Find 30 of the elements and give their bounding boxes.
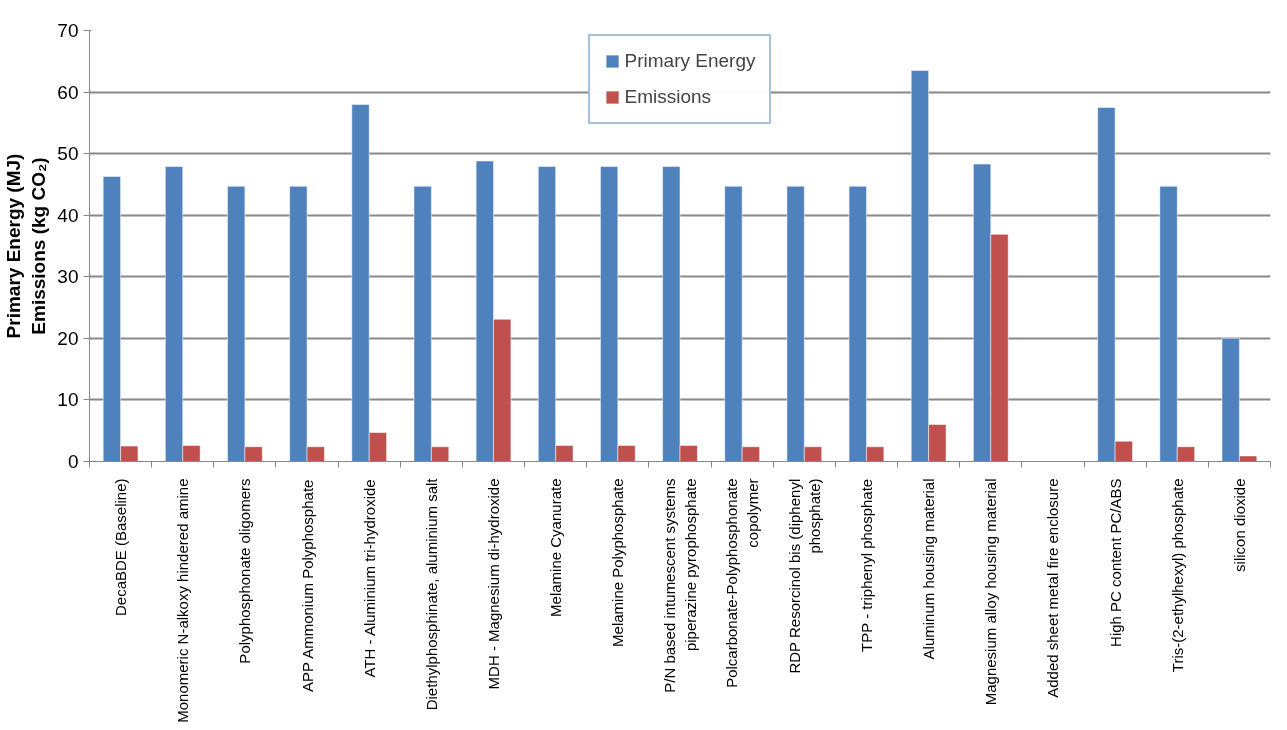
- y-tick-label: 70: [57, 20, 79, 41]
- x-tick-label: ATH - Aluminium tri-hydroxide: [360, 479, 378, 678]
- x-tick-label: Melamine Polyphosphate: [609, 478, 627, 647]
- x-tick-label: Magnesium alloy housing material: [982, 478, 1000, 706]
- x-tick-label: Tris-(2-ethylhexyl) phosphate: [1168, 478, 1186, 673]
- x-tick-label: MDH - Magnesium di-hydroxide: [485, 478, 503, 690]
- y-tick-label: 20: [57, 327, 79, 349]
- legend-label: Primary Energy: [624, 50, 756, 72]
- x-tick-label: Polcarbonate-Polyphosphonate copolymer: [723, 478, 761, 688]
- y-tick-label: 40: [57, 204, 79, 226]
- y-tick-label: 10: [57, 389, 79, 411]
- x-tick-label: Polyphosphonate oligomers: [236, 478, 254, 664]
- y-tick-label: 30: [57, 266, 79, 288]
- x-tick-label: Diethylphosphinate, aluminium salt: [422, 477, 440, 711]
- legend-label: Emissions: [624, 86, 712, 108]
- x-tick-label: P/N based intumescent systems piperazine pyrophosphate: [661, 478, 699, 693]
- x-tick-label: RDP Resorcinol bis (diphenyl phosphate): [785, 478, 824, 674]
- x-tick-label: Aluminum housing material: [920, 478, 938, 660]
- x-tick-label: Added sheet metal fire enclosure: [1044, 478, 1062, 698]
- y-tick-label: 50: [57, 143, 79, 165]
- x-tick-label: APP Ammonium Polyphosphate: [298, 479, 316, 692]
- x-tick-label: Melamine Cyanurate: [547, 478, 565, 617]
- y-tick-label: 60: [57, 81, 79, 103]
- y-axis-title: Primary Energy (MJ) Emissions (kg CO₂): [3, 153, 50, 339]
- x-tick-label: TPP - triphenyl phosphate: [857, 478, 875, 652]
- x-tick-label: silicon dioxide: [1230, 478, 1248, 572]
- x-tick-label: Monomeric N-alkoxy hindered amine: [174, 478, 192, 723]
- x-tick-label: DecaBDE (Baseline): [112, 478, 130, 617]
- x-tick-label: High PC content PC/ABS: [1106, 478, 1124, 647]
- y-tick-label: 0: [67, 451, 79, 472]
